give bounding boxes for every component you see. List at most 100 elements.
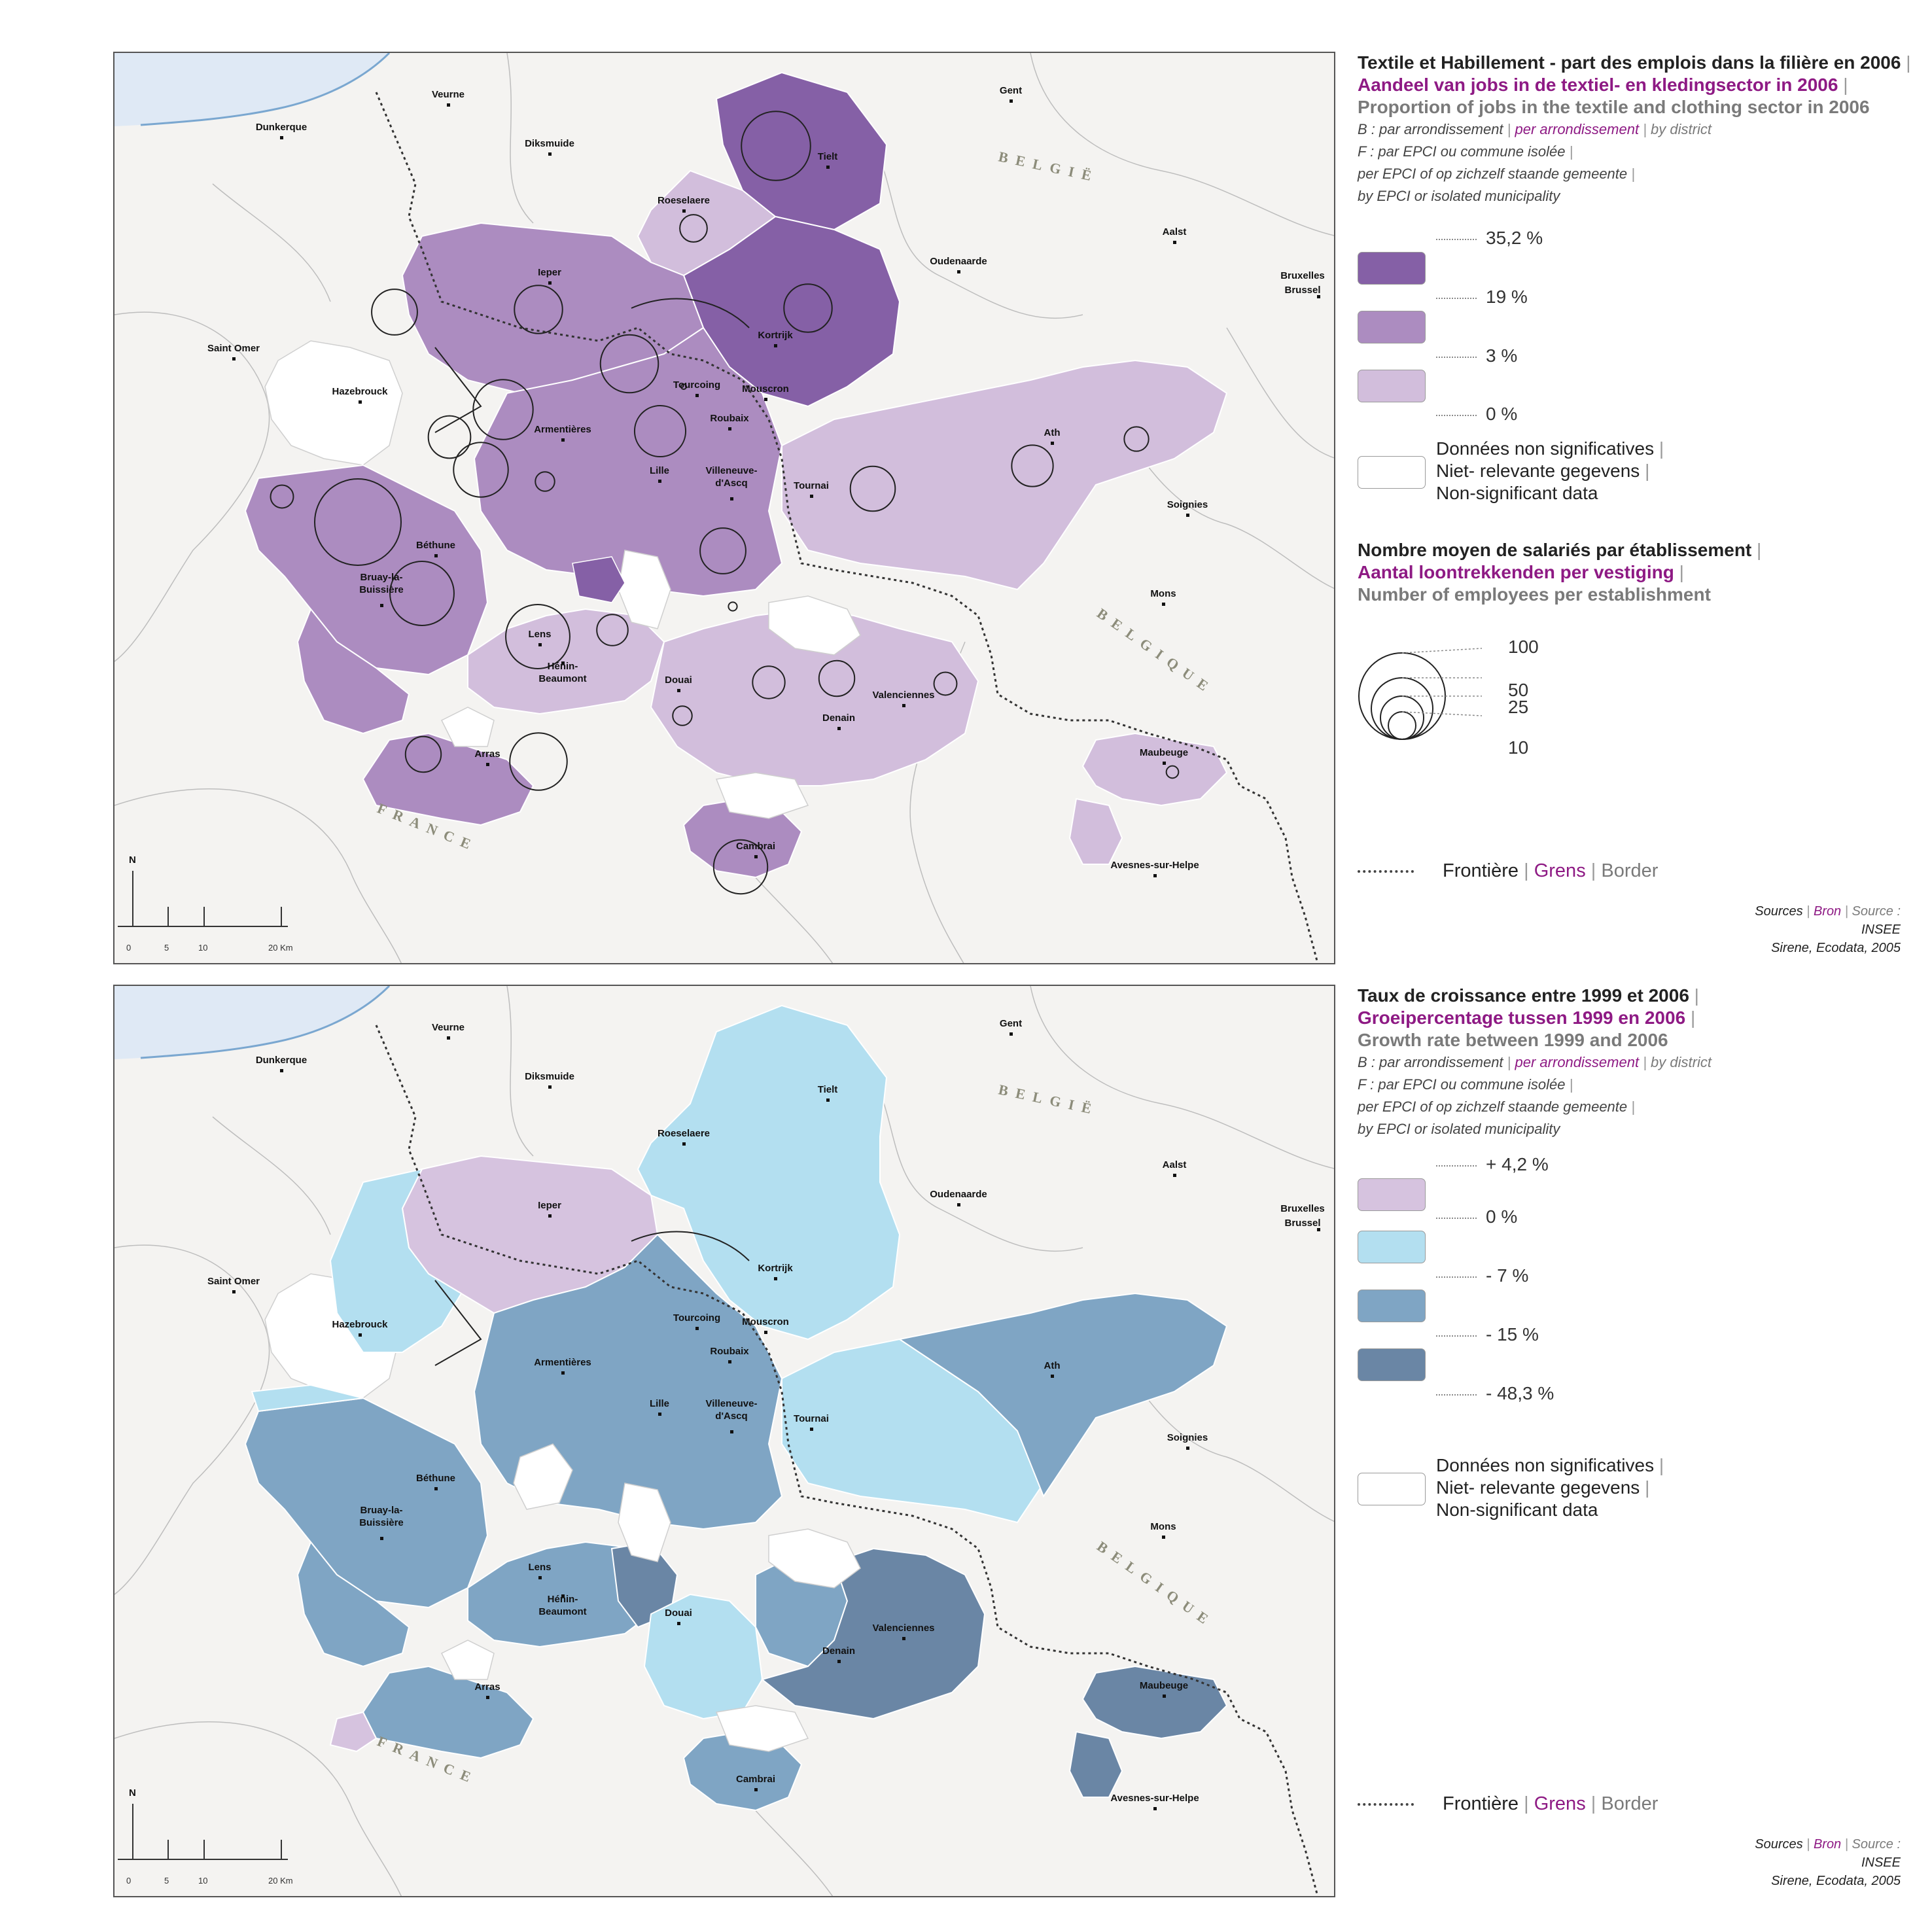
- legend-sub-b: B : par arrondissement | per arrondissem…: [1358, 1054, 1712, 1070]
- legend-textile-share: Textile et Habillement - part des emploi…: [1358, 52, 1920, 964]
- france-belgium-border: [375, 92, 1319, 963]
- city-label: Cambrai: [736, 1774, 775, 1785]
- city-marker: [1163, 762, 1166, 765]
- city-marker: [1162, 603, 1165, 606]
- country-label-belgie: BELGIË: [997, 1081, 1100, 1118]
- employee-circle-tielt: [741, 111, 811, 181]
- region-ns-2: [768, 1528, 861, 1589]
- coastline: [140, 53, 391, 126]
- legend-swatch-class-3: [1358, 1290, 1426, 1322]
- city-label: Douai: [665, 1607, 692, 1619]
- legend-title-en: Growth rate between 1999 and 2006: [1358, 1030, 1668, 1050]
- city-marker: [1153, 1807, 1157, 1810]
- legend-tick: [1436, 239, 1477, 240]
- city-label: Aalst: [1163, 226, 1187, 237]
- legend-title-fr: Textile et Habillement - part des emploi…: [1358, 52, 1911, 73]
- legend-growth-rate: Taux de croissance entre 1999 et 2006 | …: [1358, 985, 1920, 1897]
- employee-circle-ieper: [514, 285, 563, 334]
- city-marker: [561, 438, 565, 442]
- legend-threshold: 0 %: [1486, 404, 1518, 424]
- city-marker: [359, 400, 362, 404]
- legend-threshold: - 15 %: [1486, 1324, 1539, 1344]
- city-marker: [728, 1360, 731, 1363]
- employee-circle-doullens: [404, 735, 442, 773]
- city-marker: [730, 1430, 733, 1433]
- city-label: Saint Omer: [207, 1276, 260, 1287]
- city-label: Maubeuge: [1140, 747, 1188, 758]
- city-marker: [447, 1036, 450, 1040]
- legend-sub-f-nl: per EPCI of op zichzelf staande gemeente…: [1358, 166, 1635, 182]
- city-label: Lens: [528, 1562, 551, 1573]
- city-marker: [957, 1203, 960, 1206]
- city-label: Valenciennes: [872, 690, 934, 701]
- region-tournai: [781, 359, 1228, 591]
- employee-circle-menen: [599, 334, 659, 394]
- region-maubeuge: [1081, 1665, 1228, 1740]
- city-label: Roubaix: [710, 1346, 749, 1357]
- city-label: Tielt: [818, 151, 838, 162]
- city-label: d'Ascq: [715, 478, 747, 489]
- legend-title-nl: Groeipercentage tussen 1999 en 2006 |: [1358, 1008, 1696, 1028]
- city-marker: [754, 855, 758, 858]
- region-ns-3: [715, 772, 809, 819]
- city-label: Tourcoing: [673, 379, 720, 391]
- region-ns-4: [440, 1640, 495, 1680]
- city-label: Mons: [1150, 1521, 1176, 1532]
- scale-tick-20: 20 Km: [268, 943, 293, 953]
- scale-tick-10: 10: [198, 1876, 207, 1886]
- employee-circle-denain: [752, 665, 786, 699]
- france-belgium-border: [375, 1025, 1319, 1896]
- legend-threshold: 3 %: [1486, 345, 1518, 366]
- city-marker: [695, 394, 699, 397]
- legend-sources: Sources | Bron | Source : INSEE Sirene, …: [1755, 904, 1901, 955]
- city-label: Hénin-: [548, 1594, 578, 1605]
- region-hazebrouck: [264, 340, 403, 466]
- legend-sub-f-fr: F : par EPCI ou commune isolée |: [1358, 1076, 1573, 1093]
- city-marker: [380, 1537, 383, 1540]
- map-textile-share-svg: Gent Veurne Dunkerque Diksmuide Tielt Roesela…: [114, 53, 1334, 963]
- city-label: Brussel: [1284, 285, 1320, 296]
- region-seclin: [572, 556, 625, 603]
- city-label: Buissière: [359, 1517, 404, 1528]
- city-marker: [548, 1085, 552, 1089]
- scale-tick-0: 0: [126, 1876, 131, 1886]
- legend-sources: Sources | Bron | Source : INSEE Sirene, …: [1755, 1837, 1901, 1888]
- legend-ns-fr: Données non significatives |: [1436, 438, 1664, 459]
- map-growth-rate-svg: Gent Veurne Dunkerque Diksmuide Tielt Roesela…: [114, 986, 1334, 1896]
- city-label: Bruay-la-: [360, 572, 402, 583]
- legend-swatch-class-3: [1358, 370, 1426, 402]
- legend-circle-50: [1371, 677, 1433, 740]
- arrow-curve: [631, 298, 750, 328]
- region-tielt: [715, 71, 888, 231]
- city-label: Roeselaere: [658, 195, 710, 206]
- region-bethune: [244, 464, 489, 676]
- city-labels: Gent Veurne Dunkerque Diksmuide Tielt Roesela…: [207, 1018, 1325, 1810]
- city-label: d'Ascq: [715, 1411, 747, 1422]
- region-lens: [467, 608, 665, 715]
- city-marker: [1173, 241, 1176, 244]
- scale-tick-10: 10: [198, 943, 207, 953]
- city-marker: [548, 1214, 552, 1218]
- legend-sub-f-fr: F : par EPCI ou commune isolée |: [1358, 143, 1573, 160]
- scale-tick-0: 0: [126, 943, 131, 953]
- city-label: Lille: [650, 465, 669, 476]
- legend-sub-f-nl: per EPCI of op zichzelf staande gemeente…: [1358, 1098, 1635, 1115]
- city-marker: [280, 1069, 283, 1072]
- city-label: Ath: [1044, 427, 1061, 438]
- coastline: [140, 986, 391, 1059]
- city-label: Armentières: [534, 424, 591, 435]
- city-marker: [1317, 295, 1320, 298]
- city-label: Villeneuve-: [706, 465, 758, 476]
- city-marker: [561, 1371, 565, 1375]
- sea: [114, 53, 389, 126]
- city-label: Oudenaarde: [930, 1189, 987, 1200]
- city-label: Roeselaere: [658, 1128, 710, 1139]
- city-label: Hénin-: [548, 661, 578, 672]
- region-ns-5: [513, 1443, 573, 1510]
- map-textile-share: Gent Veurne Dunkerque Diksmuide Tielt Roesela…: [113, 52, 1335, 964]
- employee-circle-valenciennes: [818, 659, 856, 697]
- city-label: Kortrijk: [758, 330, 793, 341]
- city-label: Bruxelles: [1280, 270, 1325, 281]
- city-label: Denain: [822, 712, 855, 724]
- city-marker: [1186, 1447, 1189, 1450]
